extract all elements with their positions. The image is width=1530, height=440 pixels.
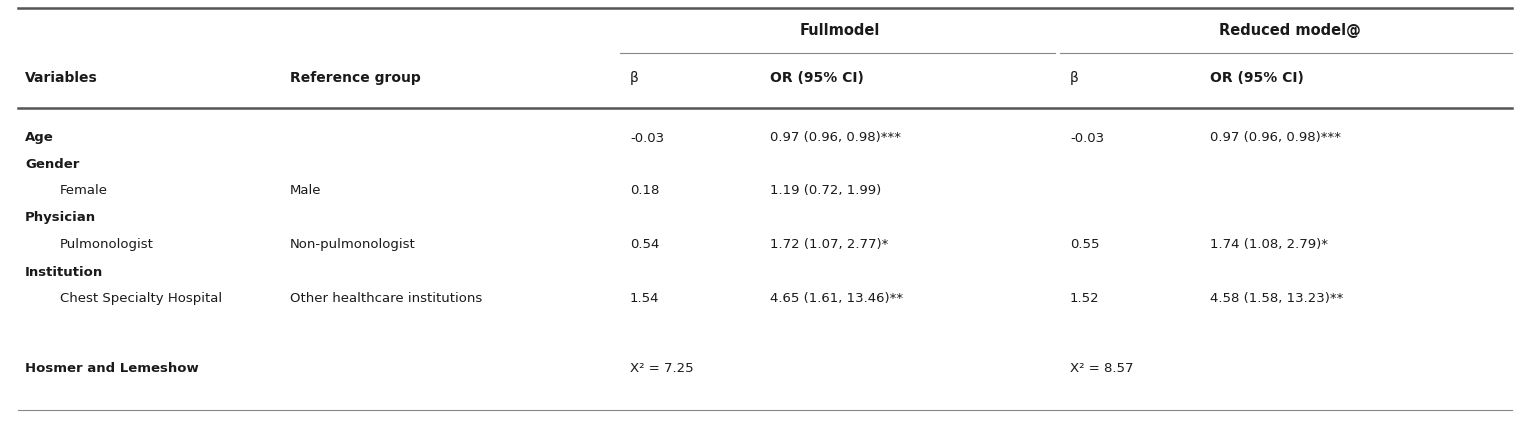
Text: -0.03: -0.03: [1069, 132, 1105, 144]
Text: Institution: Institution: [24, 265, 103, 279]
Text: 0.55: 0.55: [1069, 238, 1100, 250]
Text: 1.52: 1.52: [1069, 292, 1100, 304]
Text: 4.58 (1.58, 13.23)**: 4.58 (1.58, 13.23)**: [1210, 292, 1343, 304]
Text: 1.74 (1.08, 2.79)*: 1.74 (1.08, 2.79)*: [1210, 238, 1328, 250]
Text: β: β: [1069, 71, 1079, 85]
Text: 0.97 (0.96, 0.98)***: 0.97 (0.96, 0.98)***: [770, 132, 901, 144]
Text: Female: Female: [60, 183, 109, 197]
Text: X² = 8.57: X² = 8.57: [1069, 362, 1134, 374]
Text: -0.03: -0.03: [630, 132, 664, 144]
Text: 0.97 (0.96, 0.98)***: 0.97 (0.96, 0.98)***: [1210, 132, 1340, 144]
Text: Non-pulmonologist: Non-pulmonologist: [291, 238, 416, 250]
Text: Age: Age: [24, 132, 54, 144]
Text: Reduced model@: Reduced model@: [1219, 22, 1360, 37]
Text: 1.54: 1.54: [630, 292, 659, 304]
Text: OR (95% CI): OR (95% CI): [770, 71, 864, 85]
Text: β: β: [630, 71, 638, 85]
Text: 0.18: 0.18: [630, 183, 659, 197]
Text: OR (95% CI): OR (95% CI): [1210, 71, 1304, 85]
Text: Gender: Gender: [24, 158, 80, 172]
Text: Male: Male: [291, 183, 321, 197]
Text: Pulmonologist: Pulmonologist: [60, 238, 155, 250]
Text: Reference group: Reference group: [291, 71, 421, 85]
Text: Fullmodel: Fullmodel: [800, 22, 880, 37]
Text: 4.65 (1.61, 13.46)**: 4.65 (1.61, 13.46)**: [770, 292, 903, 304]
Text: Hosmer and Lemeshow: Hosmer and Lemeshow: [24, 362, 199, 374]
Text: Physician: Physician: [24, 212, 96, 224]
Text: 1.72 (1.07, 2.77)*: 1.72 (1.07, 2.77)*: [770, 238, 889, 250]
Text: X² = 7.25: X² = 7.25: [630, 362, 693, 374]
Text: Chest Specialty Hospital: Chest Specialty Hospital: [60, 292, 222, 304]
Text: Other healthcare institutions: Other healthcare institutions: [291, 292, 482, 304]
Text: 0.54: 0.54: [630, 238, 659, 250]
Text: Variables: Variables: [24, 71, 98, 85]
Text: 1.19 (0.72, 1.99): 1.19 (0.72, 1.99): [770, 183, 881, 197]
